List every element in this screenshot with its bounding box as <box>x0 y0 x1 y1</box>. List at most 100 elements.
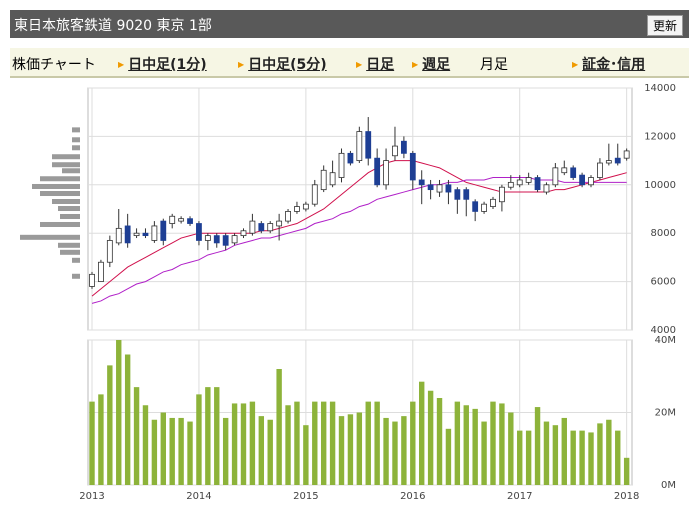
volume-bar <box>107 365 113 485</box>
nav-label: 株価チャート <box>12 57 96 73</box>
volume-bar <box>98 394 104 485</box>
candle-body <box>418 179 425 186</box>
volume-profile-bar <box>52 198 80 204</box>
candle-body <box>133 232 140 237</box>
volume-bar <box>320 401 327 485</box>
volume-bar <box>89 401 95 485</box>
candle-body <box>222 235 229 246</box>
candle-body <box>588 177 594 186</box>
candle-body <box>115 227 122 244</box>
candle-body <box>516 179 523 186</box>
volume-bar <box>570 430 576 485</box>
candle-body <box>240 230 247 237</box>
header-bar: 東日本旅客鉄道 9020 東京 1部 更新 <box>10 10 689 38</box>
candle-body <box>436 184 443 193</box>
candle-body <box>98 261 104 282</box>
candle-body <box>507 181 514 188</box>
candle-body <box>472 201 479 212</box>
volume-bar <box>615 430 621 485</box>
candle-body <box>89 273 95 287</box>
volume-bar <box>347 414 354 485</box>
y-tick-label: 12000 <box>644 131 676 142</box>
nav-link[interactable]: 日足 <box>356 54 394 74</box>
candle-body <box>169 215 176 224</box>
candle-body <box>534 177 541 191</box>
volume-bar <box>623 457 630 485</box>
candle-body <box>160 220 167 241</box>
x-tick-label: 2016 <box>400 491 425 502</box>
volume-bar <box>436 398 443 485</box>
y-tick-label: 8000 <box>651 228 676 239</box>
nav-current: 月足 <box>480 57 508 73</box>
candle-body <box>597 162 603 178</box>
y-tick-label: 0M <box>661 480 676 491</box>
volume-bar <box>258 416 265 485</box>
volume-bar <box>543 421 550 485</box>
nav-bar: 株価チャート 日中足(1分) 日中足(5分) 日足 週足 月足 証金･信用 <box>10 48 689 78</box>
x-tick-label: 2014 <box>186 491 211 502</box>
volume-profile-bar <box>60 214 80 220</box>
volume-bar <box>517 430 523 485</box>
nav-link[interactable]: 日中足(1分) <box>118 54 207 74</box>
volume-bar <box>552 425 559 485</box>
nav-link[interactable]: 証金･信用 <box>572 54 645 74</box>
candle-body <box>445 184 452 193</box>
volume-bar <box>124 354 131 485</box>
candle-body <box>392 145 398 157</box>
volume-bar <box>383 417 389 485</box>
candle-body <box>338 152 345 178</box>
volume-bar <box>356 412 363 485</box>
volume-bar <box>196 394 202 485</box>
candle-body <box>605 160 612 164</box>
y-tick-label: 6000 <box>651 277 676 288</box>
candle-body <box>561 167 568 174</box>
volume-profile-bar <box>40 176 80 182</box>
y-tick-label: 40M <box>655 335 676 346</box>
volume-bar <box>508 412 514 485</box>
candle-body <box>142 232 149 237</box>
volume-profile-bar <box>40 191 80 197</box>
nav-link[interactable]: 週足 <box>412 54 450 74</box>
volume-profile-bar <box>52 154 80 160</box>
y-tick-label: 14000 <box>644 83 676 94</box>
volume-bar <box>499 403 505 485</box>
volume-bar <box>597 423 603 485</box>
volume-bar <box>579 430 585 485</box>
volume-profile-bar <box>60 249 80 255</box>
candle-body <box>285 211 291 222</box>
candle-body <box>454 189 461 200</box>
candle-body <box>490 198 496 207</box>
refresh-button[interactable]: 更新 <box>646 15 683 36</box>
volume-bar <box>561 417 567 485</box>
volume-bar <box>285 405 291 485</box>
y-tick-label: 20M <box>655 408 676 419</box>
volume-bar <box>329 401 336 485</box>
candle-body <box>311 184 318 205</box>
candle-body <box>623 150 630 159</box>
volume-bar <box>481 421 487 485</box>
candle-body <box>276 220 283 227</box>
candle-body <box>178 218 185 222</box>
volume-bar <box>525 430 532 485</box>
x-tick-label: 2017 <box>507 491 532 502</box>
candle-body <box>231 235 238 244</box>
volume-bar <box>169 417 175 485</box>
volume-bar <box>116 340 122 485</box>
volume-profile-bar <box>72 137 80 143</box>
candle-body <box>579 174 585 186</box>
volume-profile-bar <box>72 145 80 151</box>
y-tick-label: 10000 <box>644 180 676 191</box>
volume-bar <box>178 417 184 485</box>
volume-profile-bar <box>58 242 80 248</box>
candle-body <box>481 203 487 212</box>
nav-link[interactable]: 日中足(5分) <box>238 54 327 74</box>
candle-body <box>249 220 256 234</box>
volume-profile-bar <box>62 168 80 174</box>
candle-body <box>552 167 559 186</box>
candle-body <box>365 131 372 159</box>
volume-bar <box>427 390 434 485</box>
x-tick-label: 2018 <box>614 491 639 502</box>
volume-bar <box>151 419 158 485</box>
candle-body <box>204 235 211 241</box>
volume-bar <box>419 381 425 485</box>
